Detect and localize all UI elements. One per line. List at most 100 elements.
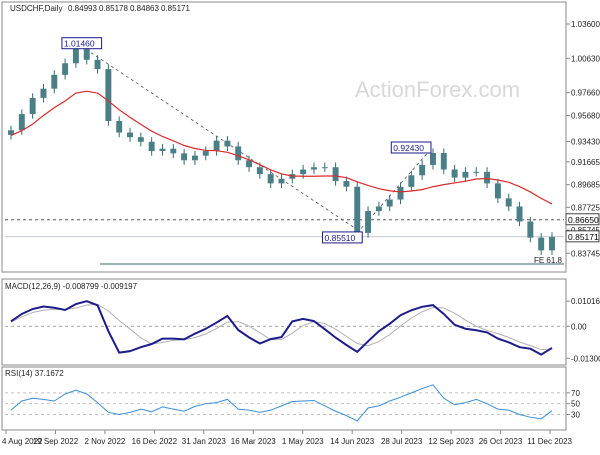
price-candle-body — [440, 153, 447, 170]
price-candle-body — [62, 63, 69, 75]
price-candle-body — [94, 59, 101, 70]
price-axis-tick-label: 0.95680 — [571, 111, 600, 120]
price-candle-body — [202, 151, 209, 156]
price-candle-body — [159, 148, 166, 152]
x-axis-tick-label: 16 Mar 2023 — [231, 437, 276, 446]
x-axis-tick-label: 31 Jan 2023 — [182, 437, 227, 446]
price-candle-body — [408, 175, 415, 187]
rsi-axis-tick-label: 50 — [571, 400, 580, 409]
price-candle-body — [451, 169, 458, 178]
price-candle-body — [191, 155, 198, 161]
x-axis-tick-label: 19 Sep 2022 — [33, 437, 79, 446]
x-axis-tick-label: 1 May 2023 — [282, 437, 324, 446]
price-candle-body — [83, 48, 90, 60]
price-candle-body — [224, 140, 231, 147]
price-candle-body — [72, 48, 79, 64]
macd-signal-line — [10, 303, 553, 351]
price-candle-body — [397, 186, 404, 200]
price-candle-body — [549, 236, 555, 251]
price-candle-body — [505, 198, 512, 207]
last-price-axis-label-box — [565, 230, 600, 243]
hline-axis-label-text: 0.86650 — [568, 215, 599, 225]
price-candle-body — [430, 153, 436, 165]
price-axis-tick-label: 0.93430 — [571, 137, 600, 146]
x-axis-tick-label: 11 Dec 2023 — [527, 437, 572, 446]
price-candle-body — [8, 130, 14, 135]
ohlc-close: 0.85171 — [161, 4, 190, 13]
price-axis-tick-label: 0.89685 — [571, 181, 600, 190]
price-candle-body — [148, 141, 155, 152]
macd-panel-title: MACD(12,26,9) -0.008799 -0.009197 — [5, 282, 138, 291]
trough-label-text: 0.85510 — [325, 233, 356, 243]
price-candle-body — [116, 121, 123, 133]
watermark-text: ActionForex.com — [355, 77, 520, 102]
macd-axis-tick-label: -0.013006 — [571, 354, 600, 363]
price-axis-tick-label: 1.03600 — [571, 20, 600, 29]
price-candle-body — [246, 160, 253, 168]
moving-average-line — [10, 90, 553, 205]
price-candle-body — [105, 69, 112, 122]
price-candle-body — [51, 74, 58, 89]
price-axis-tick-label: 0.97660 — [571, 89, 600, 98]
x-axis-tick-label: 4 Aug 2022 — [2, 437, 43, 446]
price-candle-body — [127, 132, 133, 138]
price-candle-body — [484, 171, 491, 184]
ohlc-open: 0.84993 — [68, 4, 97, 13]
price-candle-body — [516, 206, 523, 222]
rsi-axis-tick-label: 30 — [571, 410, 580, 419]
price-candle-body — [365, 211, 372, 233]
price-candle-body — [170, 148, 177, 154]
down-trend-dashed-line — [75, 42, 360, 232]
price-candle-body — [300, 169, 307, 175]
price-candle-body — [267, 174, 274, 184]
price-candle-body — [538, 237, 545, 251]
price-candle-body — [137, 137, 144, 142]
swing-high-label-box — [390, 141, 432, 154]
rsi-panel-title: RSI(14) 37.1672 — [5, 369, 64, 378]
price-candle-body — [235, 146, 242, 161]
x-axis-tick-label: 14 Jun 2023 — [330, 437, 375, 446]
fe-label: FE 61.8 — [534, 256, 563, 265]
x-axis-tick-label: 26 Oct 2023 — [479, 437, 523, 446]
price-candle-body — [354, 186, 361, 233]
x-axis-tick-label: 16 Dec 2022 — [132, 437, 178, 446]
hline-axis-label-box — [565, 213, 600, 226]
price-candle-body — [332, 167, 339, 182]
price-candle-body — [527, 221, 534, 238]
price-axis-tick-label: 1.00630 — [571, 54, 600, 63]
rsi-line — [10, 384, 553, 422]
price-panel-frame — [1, 1, 567, 273]
trough-label-box — [322, 231, 363, 244]
price-axis-tick-label: 0.91665 — [571, 158, 600, 167]
rsi-panel-frame — [1, 366, 567, 431]
price-candle-body — [181, 153, 188, 161]
price-candle-body — [494, 183, 501, 199]
price-candle-body — [343, 181, 350, 187]
peak-label-text: 1.01460 — [64, 39, 95, 49]
ohlc-low: 0.84863 — [130, 4, 159, 13]
macd-line — [10, 300, 553, 356]
price-candle-body — [40, 88, 47, 98]
dynamic-chart-layer: 1.03600 1.00630 0.97660 0.95680 0.93430 0.916… — [2, 20, 600, 446]
price-candle-body — [310, 167, 317, 170]
price-candle-body — [473, 171, 480, 173]
price-axis-tick-label: 0.83745 — [571, 249, 600, 258]
price-candle-body — [256, 167, 263, 175]
x-axis-tick-label: 28 Jul 2023 — [381, 437, 423, 446]
price-candle-body — [29, 97, 36, 115]
price-candle-body — [462, 171, 469, 178]
x-axis-tick-label: 2 Nov 2022 — [84, 437, 125, 446]
price-candle-body — [321, 167, 328, 169]
last-price-axis-label-text: 0.85171 — [568, 232, 599, 242]
price-candle-body — [419, 164, 426, 176]
macd-panel-frame — [1, 278, 567, 366]
macd-axis-tick-label: 0.00 — [571, 322, 587, 331]
swing-high-label-text: 0.92430 — [393, 143, 424, 153]
ohlc-high: 0.85178 — [99, 4, 128, 13]
price-candle-body — [375, 206, 382, 212]
price-panel-title: USDCHF,Daily — [10, 4, 62, 13]
rsi-axis-tick-label: 70 — [571, 389, 580, 398]
macd-axis-tick-label: 0.010166 — [571, 297, 600, 306]
